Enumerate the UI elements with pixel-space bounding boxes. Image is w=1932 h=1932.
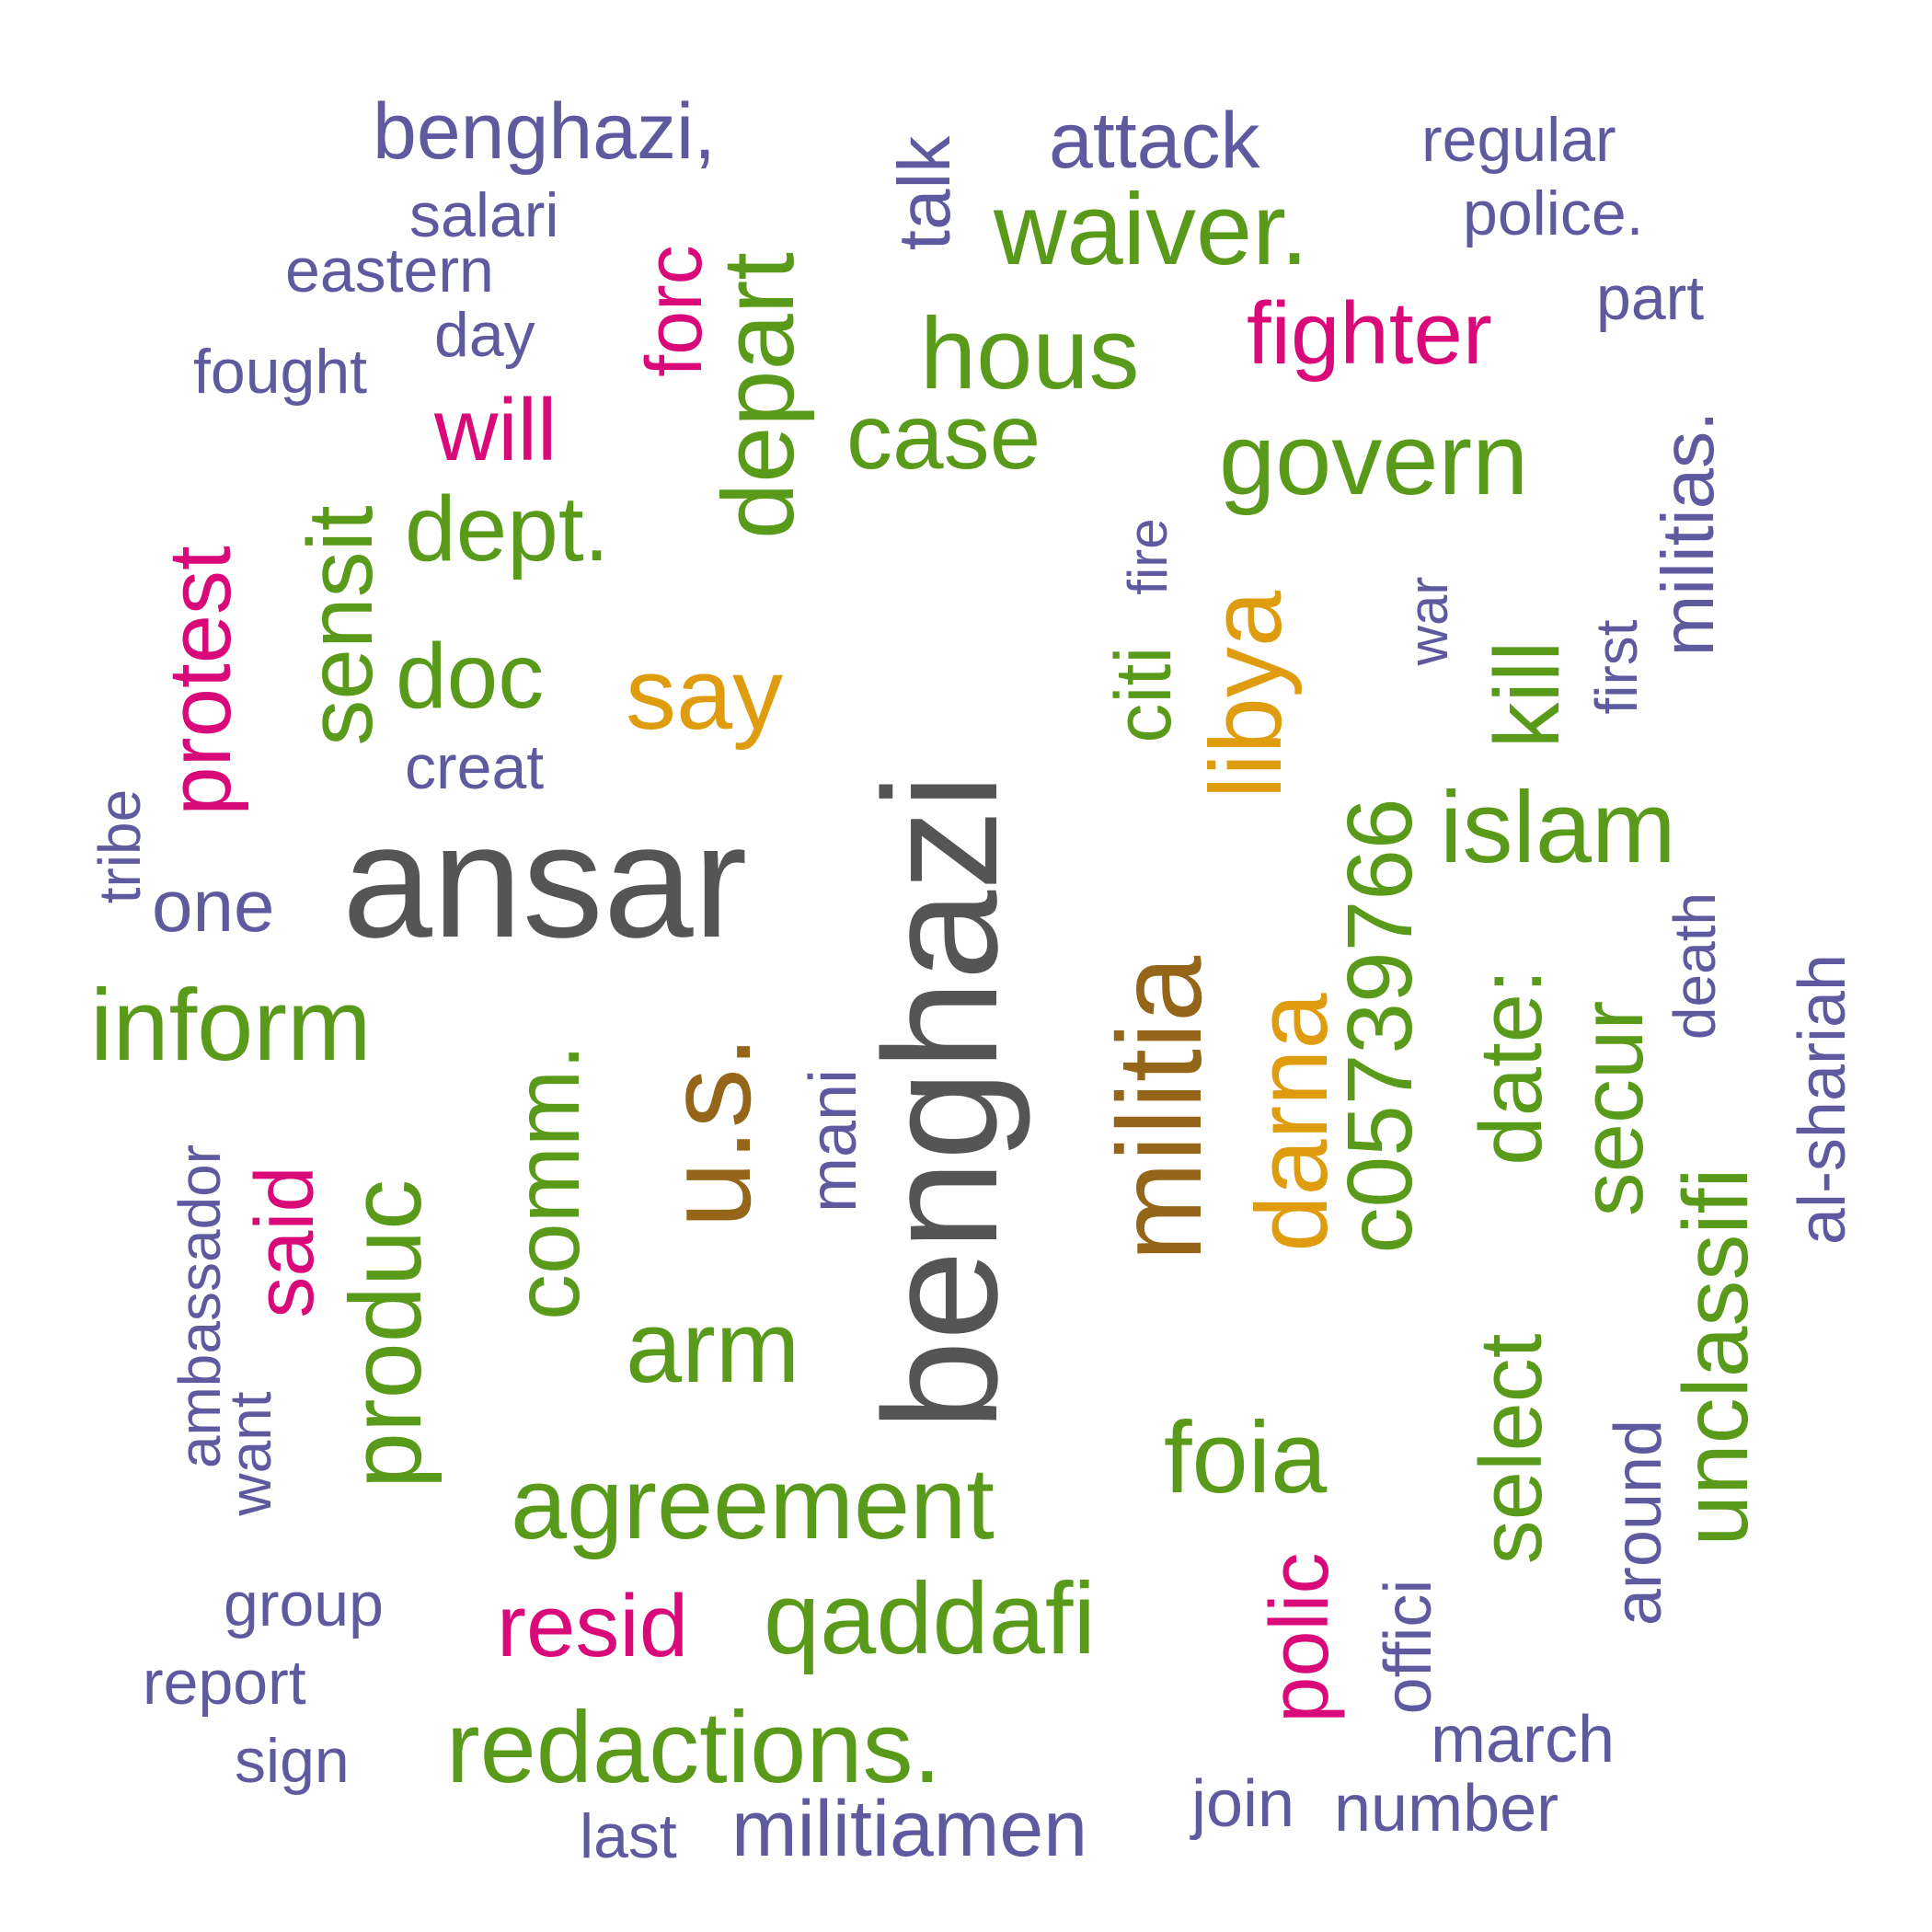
word-eastern: eastern bbox=[285, 236, 494, 305]
word-last: last bbox=[580, 1801, 677, 1871]
word-militias: militias. bbox=[1647, 410, 1729, 657]
word-redactions: redactions. bbox=[446, 1691, 942, 1804]
word-join: join bbox=[1191, 1767, 1295, 1841]
word-al-shariah: al-shariah bbox=[1786, 953, 1859, 1246]
word-number: number bbox=[1334, 1772, 1559, 1846]
word-c05739766: c05739766 bbox=[1328, 798, 1432, 1254]
word-citi: citi bbox=[1099, 646, 1188, 743]
word-hous: hous bbox=[920, 297, 1140, 410]
word-fire: fire bbox=[1117, 518, 1179, 595]
word-regular: regular bbox=[1421, 105, 1616, 175]
word-depart: depart bbox=[702, 252, 815, 539]
word-militia: militia bbox=[1092, 955, 1226, 1262]
word-fighter: fighter bbox=[1247, 284, 1492, 383]
word-inform: inform bbox=[90, 969, 372, 1082]
word-sensit: sensit bbox=[289, 505, 392, 746]
word-unclassifi: unclassifi bbox=[1664, 1167, 1767, 1547]
word-creat: creat bbox=[405, 732, 545, 802]
word-militiamen: militiamen bbox=[731, 1785, 1088, 1873]
word-secur: secur bbox=[1563, 1000, 1662, 1217]
word-govern: govern bbox=[1219, 403, 1529, 516]
word-benghazi: benghazi bbox=[851, 773, 1031, 1431]
word-police: police. bbox=[1463, 178, 1644, 248]
word-death: death bbox=[1662, 891, 1728, 1041]
word-march: march bbox=[1431, 1703, 1616, 1777]
word-date: date: bbox=[1462, 969, 1560, 1166]
word-want: want bbox=[217, 1391, 283, 1516]
word-said: said bbox=[239, 1166, 331, 1318]
word-kill: kill bbox=[1476, 640, 1579, 749]
word-benghazi-comma: benghazi, bbox=[373, 87, 716, 176]
word-fought: fought bbox=[193, 337, 368, 407]
word-select: select bbox=[1462, 1333, 1560, 1565]
word-will: will bbox=[434, 381, 558, 479]
word-produc: produc bbox=[329, 1179, 443, 1489]
word-agreement: agreement bbox=[511, 1447, 995, 1560]
word-arm: arm bbox=[626, 1291, 800, 1404]
word-attack: attack bbox=[1049, 97, 1260, 185]
word-day: day bbox=[434, 300, 535, 370]
word-case: case bbox=[846, 385, 1041, 489]
word-report: report bbox=[143, 1648, 306, 1718]
word-talk: talk bbox=[883, 135, 965, 251]
word-protest: protest bbox=[151, 546, 249, 816]
word-doc: doc bbox=[396, 625, 545, 728]
word-tribe: tribe bbox=[86, 788, 153, 904]
word-forc: forc bbox=[630, 245, 719, 377]
word-islam: islam bbox=[1440, 771, 1676, 884]
word-waiver: waiver. bbox=[994, 173, 1309, 286]
word-mani: mani bbox=[797, 1068, 870, 1213]
word-part: part bbox=[1596, 263, 1705, 333]
word-one: one bbox=[152, 865, 275, 947]
word-qaddafi: qaddafi bbox=[764, 1562, 1096, 1675]
word-say: say bbox=[626, 638, 784, 751]
word-first: first bbox=[1583, 619, 1650, 715]
word-resid: resid bbox=[497, 1577, 689, 1675]
word-ansar: ansar bbox=[342, 791, 748, 972]
word-around: around bbox=[1602, 1419, 1675, 1627]
word-foia: foia bbox=[1164, 1401, 1328, 1514]
word-polic: polic bbox=[1254, 1552, 1346, 1723]
word-libya: libya bbox=[1190, 590, 1303, 799]
word-sign: sign bbox=[235, 1726, 350, 1796]
word-salari: salari bbox=[409, 180, 559, 250]
word-comm: comm. bbox=[496, 1044, 599, 1320]
word-us: u.s. bbox=[641, 1035, 776, 1228]
word-dept: dept. bbox=[405, 477, 610, 581]
word-war: war bbox=[1397, 576, 1459, 666]
word-group: group bbox=[224, 1570, 384, 1639]
